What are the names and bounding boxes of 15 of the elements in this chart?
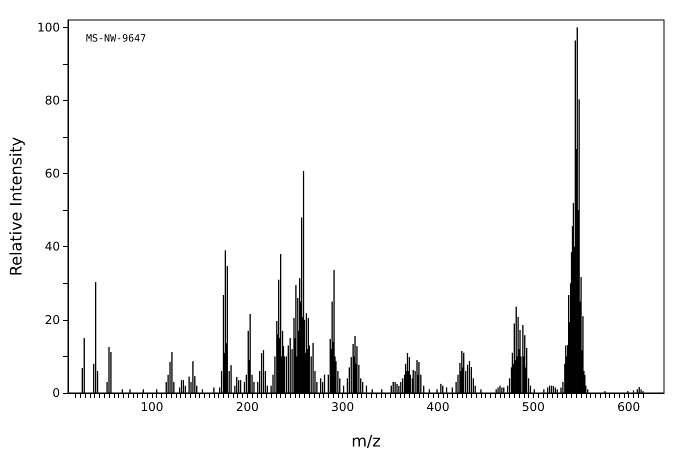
y-tick-label: 20 — [44, 312, 60, 327]
annotation: MS-NW-9647 — [86, 34, 146, 44]
x-tick-label: 100 — [140, 400, 164, 414]
x-tick-label: 400 — [426, 400, 450, 414]
y-tick-label: 80 — [44, 93, 60, 108]
y-tick-label: 100 — [37, 20, 60, 34]
y-axis-title: Relative Intensity — [6, 136, 26, 276]
x-tick-label: 300 — [331, 400, 354, 414]
x-tick-label: 200 — [236, 400, 259, 414]
x-tick-label: 500 — [522, 400, 545, 414]
y-tick-label: 60 — [44, 166, 60, 181]
x-axis-title: m/z — [351, 432, 381, 450]
y-tick-label: 40 — [44, 240, 60, 254]
x-tick-label: 600 — [617, 400, 640, 414]
y-tick-label: 0 — [52, 386, 60, 400]
